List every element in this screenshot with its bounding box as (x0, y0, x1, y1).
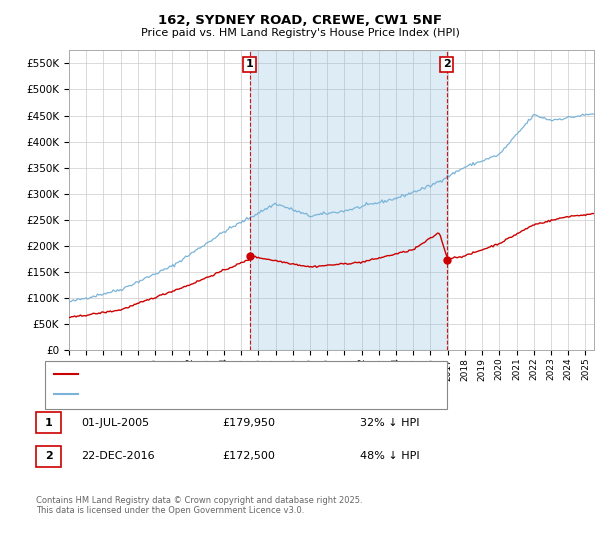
Text: 162, SYDNEY ROAD, CREWE, CW1 5NF: 162, SYDNEY ROAD, CREWE, CW1 5NF (158, 14, 442, 27)
Text: Contains HM Land Registry data © Crown copyright and database right 2025.
This d: Contains HM Land Registry data © Crown c… (36, 496, 362, 515)
Text: HPI: Average price, detached house, Cheshire East: HPI: Average price, detached house, Ches… (82, 389, 330, 399)
Text: 22-DEC-2016: 22-DEC-2016 (81, 451, 155, 461)
Text: 2: 2 (45, 451, 52, 461)
Text: 32% ↓ HPI: 32% ↓ HPI (360, 418, 419, 428)
Text: 2: 2 (443, 59, 451, 69)
Text: 48% ↓ HPI: 48% ↓ HPI (360, 451, 419, 461)
Text: 01-JUL-2005: 01-JUL-2005 (81, 418, 149, 428)
Text: £179,950: £179,950 (222, 418, 275, 428)
Bar (250, 50, 447, 350)
Text: Price paid vs. HM Land Registry's House Price Index (HPI): Price paid vs. HM Land Registry's House … (140, 28, 460, 38)
Text: 162, SYDNEY ROAD, CREWE, CW1 5NF (detached house): 162, SYDNEY ROAD, CREWE, CW1 5NF (detach… (82, 368, 360, 379)
Text: 1: 1 (246, 59, 254, 69)
Text: 1: 1 (45, 418, 52, 428)
Text: £172,500: £172,500 (222, 451, 275, 461)
